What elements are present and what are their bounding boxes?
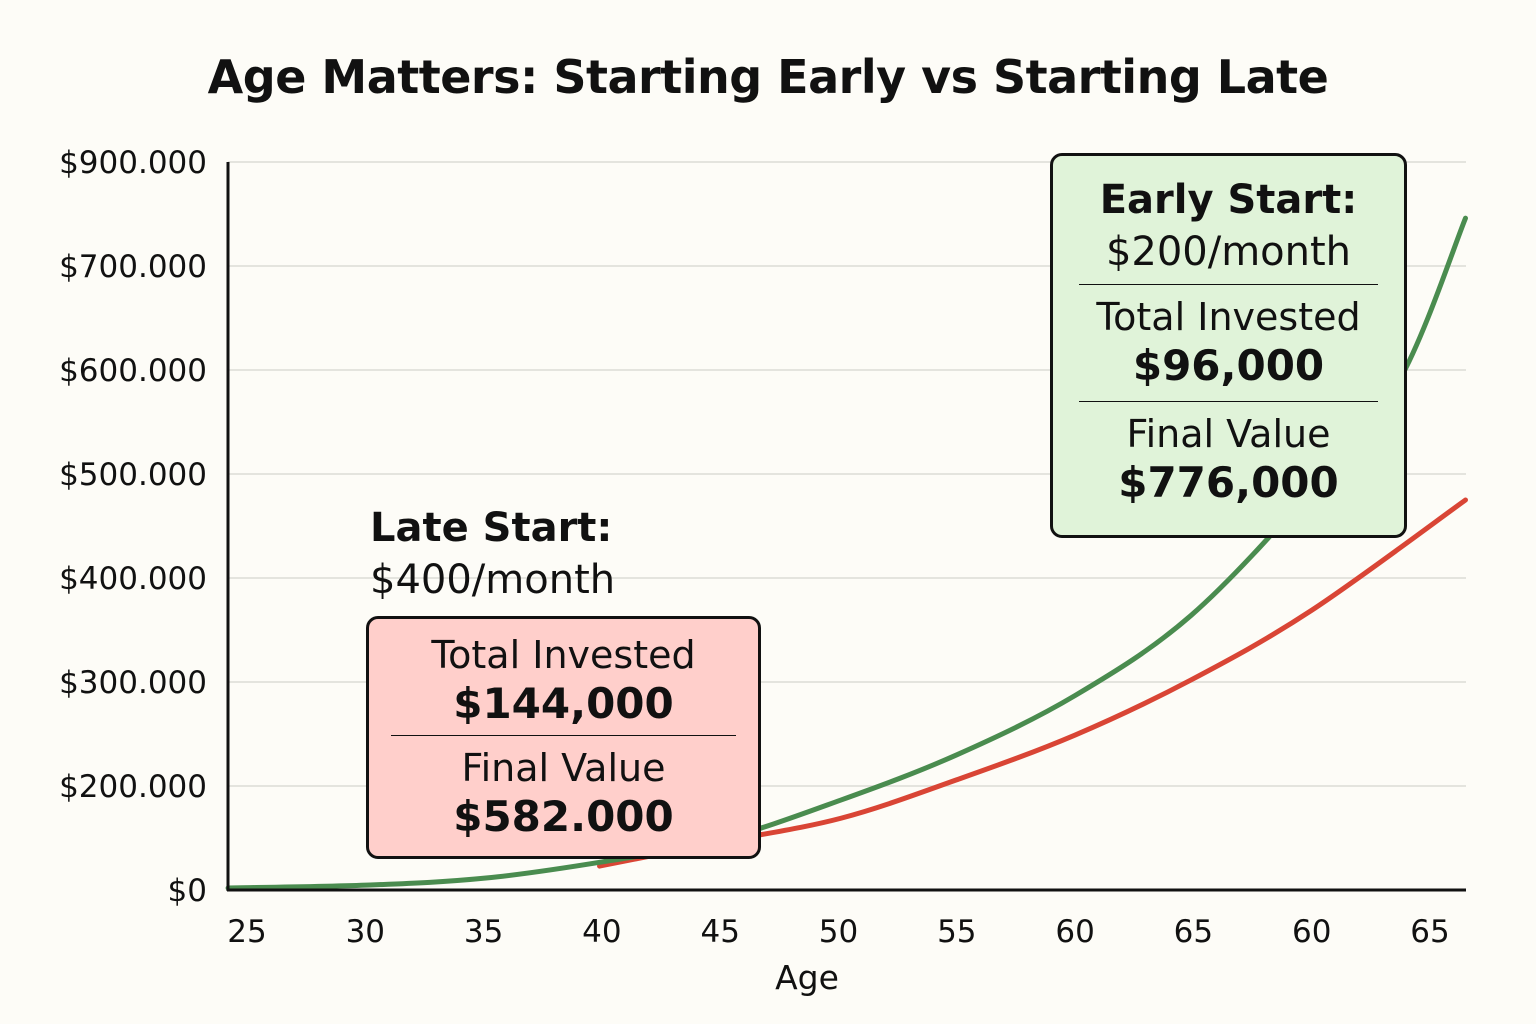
early-final-value: $776,000 bbox=[1118, 458, 1339, 507]
late-final-label: Final Value bbox=[461, 746, 666, 790]
x-tick-label: 65 bbox=[1410, 914, 1449, 950]
early-invested-label: Total Invested bbox=[1096, 295, 1361, 339]
early-start-summary-box: Early Start: $200/month Total Invested $… bbox=[1050, 153, 1407, 538]
x-axis-label: Age bbox=[775, 958, 839, 997]
x-tick-label: 25 bbox=[227, 914, 266, 950]
early-invested-value: $96,000 bbox=[1132, 341, 1325, 390]
divider bbox=[1079, 401, 1378, 402]
chart-title: Age Matters: Starting Early vs Starting … bbox=[207, 50, 1329, 104]
late-start-rate: $400/month bbox=[370, 557, 616, 603]
divider bbox=[391, 735, 736, 736]
y-tick-label: $900.000 bbox=[59, 145, 207, 181]
x-axis-ticks: 25 30 35 40 45 50 55 60 65 60 65 bbox=[227, 914, 1449, 950]
divider bbox=[1079, 284, 1378, 285]
y-tick-label: $0 bbox=[168, 873, 207, 909]
x-tick-label: 55 bbox=[937, 914, 976, 950]
y-axis-ticks: $0 $200.000 $300.000 $400.000 $500.000 $600.0… bbox=[59, 145, 207, 909]
late-start-summary-box: Total Invested $144,000 Final Value $582… bbox=[366, 616, 761, 859]
late-invested-label: Total Invested bbox=[431, 633, 696, 677]
late-final-value: $582.000 bbox=[453, 792, 674, 841]
late-start-title: Late Start: bbox=[370, 505, 613, 551]
y-tick-label: $700.000 bbox=[59, 249, 207, 285]
early-start-rate: $200/month bbox=[1105, 229, 1352, 275]
x-tick-label: 60 bbox=[1055, 914, 1094, 950]
early-final-label: Final Value bbox=[1126, 412, 1331, 456]
y-tick-label: $200.000 bbox=[59, 769, 207, 805]
x-tick-label: 30 bbox=[346, 914, 385, 950]
x-tick-label: 45 bbox=[700, 914, 739, 950]
y-tick-label: $300.000 bbox=[59, 665, 207, 701]
x-tick-label: 65 bbox=[1174, 914, 1213, 950]
y-tick-label: $400.000 bbox=[59, 561, 207, 597]
late-invested-value: $144,000 bbox=[453, 679, 674, 728]
x-tick-label: 60 bbox=[1292, 914, 1331, 950]
x-tick-label: 35 bbox=[464, 914, 503, 950]
x-tick-label: 40 bbox=[582, 914, 621, 950]
y-tick-label: $500.000 bbox=[59, 457, 207, 493]
x-tick-label: 50 bbox=[819, 914, 858, 950]
late-start-label: Late Start: $400/month bbox=[370, 502, 615, 606]
early-start-title: Early Start: bbox=[1099, 177, 1358, 223]
y-tick-label: $600.000 bbox=[59, 353, 207, 389]
